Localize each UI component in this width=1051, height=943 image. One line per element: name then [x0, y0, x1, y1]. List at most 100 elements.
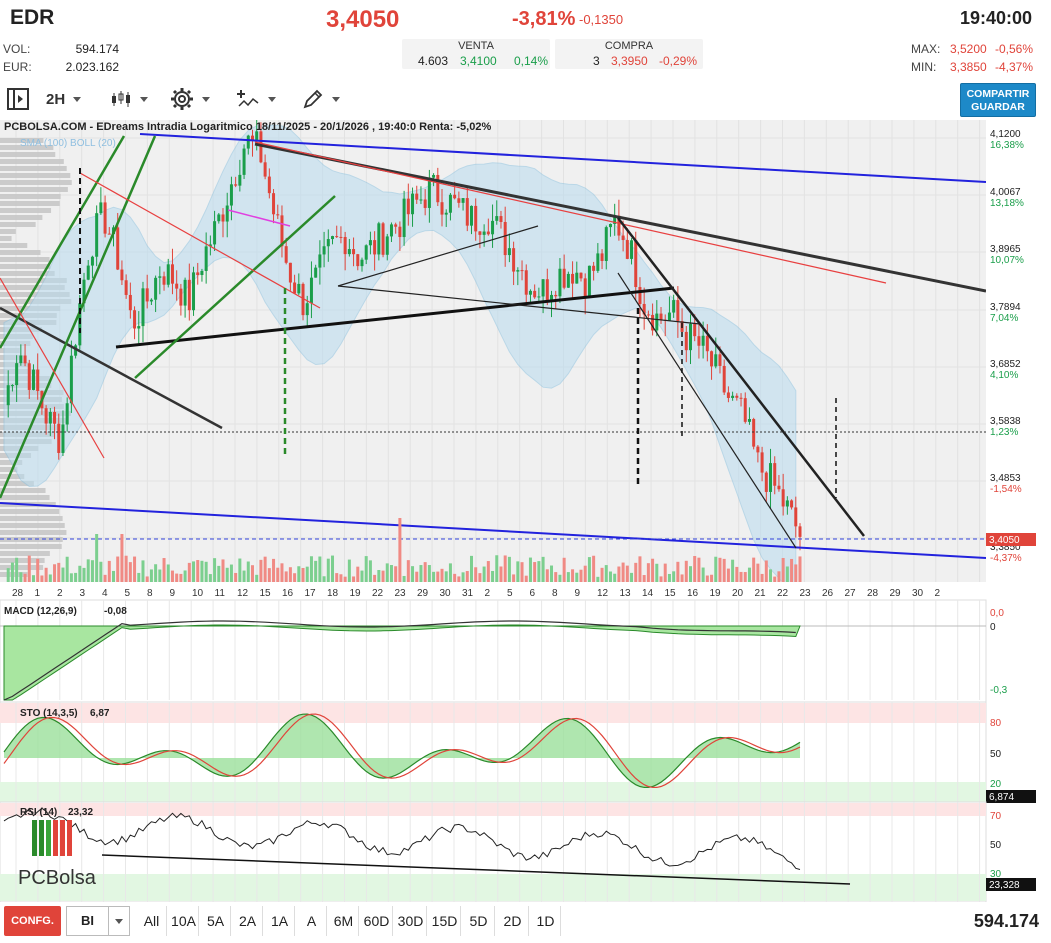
candle-body — [217, 214, 221, 222]
downtrend-line — [0, 306, 223, 430]
range-button-15d[interactable]: 15D — [429, 906, 461, 936]
chevron-down-icon — [268, 96, 276, 102]
chart-type-select[interactable] — [110, 86, 148, 112]
volume-bar — [794, 564, 798, 582]
candle-body — [752, 418, 756, 447]
volume-bar — [760, 573, 764, 582]
candle-body — [255, 131, 259, 140]
range-button-30d[interactable]: 30D — [395, 906, 427, 936]
volume-bar — [335, 573, 339, 582]
chevron-down-icon — [140, 96, 148, 102]
thin-line-b — [337, 225, 539, 287]
candle-body — [57, 423, 61, 453]
volume-bar — [389, 565, 393, 582]
candle-body — [781, 489, 785, 507]
settings-select[interactable] — [170, 86, 210, 112]
config-label: CONFG. — [11, 915, 54, 927]
range-button-6m[interactable]: 6M — [329, 906, 359, 936]
volume-bar — [747, 567, 751, 582]
range-button-all[interactable]: All — [137, 906, 167, 936]
volume-profile-bar — [0, 551, 50, 556]
config-button[interactable]: CONFG. — [4, 906, 61, 936]
range-button-5a[interactable]: 5A — [201, 906, 231, 936]
volume-bar — [309, 556, 313, 582]
volume-bar — [57, 562, 61, 582]
volume-bar — [541, 556, 545, 582]
macd-scale-bottom: -0,3 — [990, 685, 1008, 696]
range-button-a[interactable]: A — [297, 906, 327, 936]
change-absolute: -0,1350 — [579, 12, 624, 27]
candle-body — [343, 236, 347, 255]
candle-body — [69, 355, 73, 404]
volume-profile-bar — [0, 215, 43, 220]
range-button-2a[interactable]: 2A — [233, 906, 263, 936]
range-button-60d[interactable]: 60D — [361, 906, 393, 936]
volume-bar — [128, 562, 132, 582]
volume-bar — [124, 555, 128, 582]
candle-body — [95, 213, 99, 257]
candle-body — [747, 418, 751, 422]
rsi-scale-30: 30 — [990, 869, 1002, 880]
candle-body — [183, 279, 187, 306]
volume-bar — [373, 574, 377, 582]
interval-select[interactable]: 2H — [46, 86, 82, 112]
range-button-1a[interactable]: 1A — [265, 906, 295, 936]
green-channel-line — [134, 195, 336, 379]
share-save-button[interactable]: COMPARTIR GUARDAR — [960, 83, 1036, 117]
candle-body — [714, 354, 718, 367]
candle-body — [297, 283, 301, 294]
range-button-2d[interactable]: 2D — [497, 906, 529, 936]
volume-bar — [684, 560, 688, 582]
sto-tag-bg — [986, 790, 1036, 803]
candle-body — [735, 395, 739, 398]
price-axis — [986, 120, 1040, 582]
macd-line — [3, 620, 796, 701]
volume-bar — [587, 557, 591, 582]
candle-body — [335, 236, 339, 238]
volume-bar — [769, 569, 773, 582]
range-button-5d[interactable]: 5D — [463, 906, 495, 936]
buy-price: 3,3950 — [611, 54, 648, 68]
candle-body — [162, 276, 166, 285]
volume-bar — [200, 560, 204, 582]
volume-profile-bar — [0, 285, 65, 290]
volume-profile-bar — [0, 544, 62, 549]
candle-body — [499, 216, 503, 222]
volume-bar — [23, 573, 27, 582]
draw-tools-select[interactable] — [302, 86, 340, 112]
buy-book: COMPRA 3 3,3950 -0,29% — [555, 39, 703, 69]
date-tick: 28 — [867, 588, 879, 599]
date-tick: 8 — [147, 588, 153, 599]
eur-label: EUR: — [3, 60, 32, 74]
range-button-10a[interactable]: 10A — [169, 906, 199, 936]
candle-body — [377, 223, 381, 255]
sell-price: 3,4100 — [460, 54, 497, 68]
candle-body — [545, 279, 549, 301]
candle-body — [368, 240, 372, 246]
candle-body — [356, 254, 360, 267]
chevron-down-icon — [73, 96, 82, 102]
volume-bar — [82, 567, 86, 582]
candle-body — [15, 363, 19, 386]
candle-body — [760, 452, 764, 473]
share-label: COMPARTIR — [966, 88, 1030, 100]
trend-lines — [0, 133, 986, 559]
panel-toggle-button[interactable] — [6, 86, 30, 112]
candle-body — [10, 385, 14, 387]
falling-resistance-line — [617, 217, 865, 537]
volume-bar — [398, 518, 402, 582]
price-level-2: 3,8965 — [990, 244, 1021, 255]
volume-bar — [322, 576, 326, 582]
volume-bar — [655, 563, 659, 582]
range-button-1d[interactable]: 1D — [531, 906, 561, 936]
volume-bar — [583, 565, 587, 582]
volume-bar — [680, 574, 684, 582]
mode-select[interactable]: BI — [66, 906, 130, 936]
indicators-icon — [237, 90, 259, 107]
volume-bar — [575, 572, 579, 582]
price-level-4: 3,6852 — [990, 359, 1021, 370]
volume-bar — [280, 563, 284, 582]
candle-body — [726, 392, 730, 398]
indicators-select[interactable] — [236, 86, 276, 112]
